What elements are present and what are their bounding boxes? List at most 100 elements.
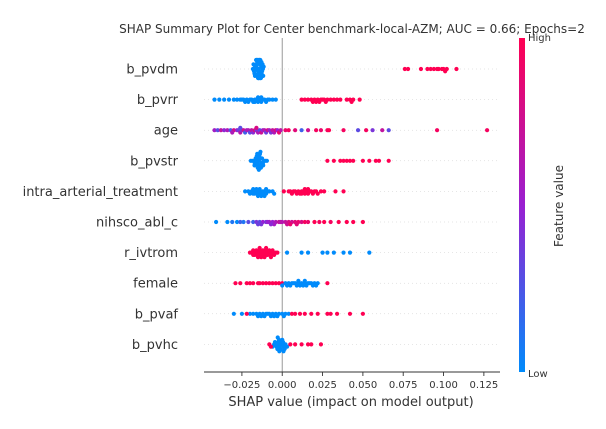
point-b_pvrr-5 bbox=[234, 97, 240, 102]
point-b_pvrr-21 bbox=[267, 97, 272, 102]
point-nihsco_abl_c-5 bbox=[241, 219, 246, 225]
point-female-36 bbox=[296, 278, 301, 283]
point-female-0 bbox=[233, 281, 238, 286]
point-female-33 bbox=[301, 283, 306, 288]
feature-label-r_ivtrom: r_ivtrom bbox=[124, 246, 178, 261]
feature-label-b_pvstr: b_pvstr bbox=[130, 154, 179, 169]
point-r_ivtrom-41 bbox=[347, 250, 353, 255]
point-nihsco_abl_c-37 bbox=[284, 222, 290, 227]
point-b_pvstr-25 bbox=[256, 167, 261, 172]
point-nihsco_abl_c-0 bbox=[214, 219, 219, 225]
point-age-36 bbox=[286, 128, 291, 133]
point-age-35 bbox=[283, 128, 288, 133]
point-b_pvdm-45 bbox=[402, 66, 407, 72]
point-r_ivtrom-37 bbox=[320, 250, 325, 255]
point-age-44 bbox=[341, 128, 346, 133]
point-female-10 bbox=[276, 281, 282, 286]
point-age-46 bbox=[364, 128, 369, 133]
point-b_pvstr-32 bbox=[344, 158, 349, 163]
point-r_ivtrom-39 bbox=[331, 250, 336, 255]
point-r_ivtrom-29 bbox=[268, 255, 274, 260]
point-r_ivtrom-28 bbox=[252, 252, 257, 257]
point-b_pvrr-44 bbox=[323, 99, 328, 104]
point-age-38 bbox=[299, 128, 304, 133]
point-b_pvrr-29 bbox=[259, 95, 264, 100]
point-female-2 bbox=[244, 281, 249, 286]
point-intra_arterial_treatment-0 bbox=[243, 189, 248, 194]
point-female-6 bbox=[264, 281, 269, 286]
point-b_pvrr-45 bbox=[314, 99, 319, 104]
point-intra_arterial_treatment-20 bbox=[247, 191, 253, 196]
point-b_pvhc-17 bbox=[280, 337, 285, 342]
point-b_pvrr-4 bbox=[231, 97, 236, 102]
point-b_pvrr-25 bbox=[243, 99, 248, 104]
point-b_pvdm-35 bbox=[251, 62, 256, 67]
point-nihsco_abl_c-3 bbox=[234, 219, 240, 225]
point-female-31 bbox=[288, 283, 293, 288]
point-b_pvstr-26 bbox=[258, 149, 263, 154]
point-nihsco_abl_c-26 bbox=[317, 219, 322, 225]
point-b_pvrr-0 bbox=[212, 97, 217, 102]
point-age-47 bbox=[370, 128, 375, 133]
point-intra_arterial_treatment-26 bbox=[281, 189, 286, 194]
point-age-40 bbox=[314, 128, 319, 133]
point-b_pvrr-23 bbox=[273, 97, 278, 102]
point-nihsco_abl_c-32 bbox=[360, 219, 365, 225]
point-b_pvstr-39 bbox=[386, 158, 391, 163]
point-b_pvhc-29 bbox=[305, 342, 311, 347]
point-female-9 bbox=[273, 281, 278, 286]
point-b_pvstr-29 bbox=[331, 158, 336, 163]
point-nihsco_abl_c-33 bbox=[259, 222, 264, 227]
point-b_pvhc-23 bbox=[275, 335, 280, 340]
chart-title: SHAP Summary Plot for Center benchmark-l… bbox=[119, 22, 585, 36]
colorbar bbox=[519, 38, 525, 372]
point-female-5 bbox=[260, 281, 265, 286]
point-b_pvaf-32 bbox=[334, 311, 340, 316]
point-b_pvrr-47 bbox=[338, 97, 343, 102]
point-intra_arterial_treatment-23 bbox=[259, 193, 264, 199]
point-nihsco_abl_c-40 bbox=[288, 222, 293, 227]
point-b_pvstr-22 bbox=[252, 163, 257, 168]
point-intra_arterial_treatment-19 bbox=[251, 187, 256, 192]
point-b_pvrr-46 bbox=[310, 99, 315, 104]
point-b_pvdm-50 bbox=[431, 66, 436, 72]
point-r_ivtrom-25 bbox=[259, 255, 264, 260]
point-b_pvrr-42 bbox=[317, 99, 322, 104]
point-b_pvaf-1 bbox=[239, 311, 245, 316]
point-b_pvrr-43 bbox=[320, 97, 325, 102]
point-age-3 bbox=[222, 128, 227, 133]
point-female-37 bbox=[302, 278, 307, 283]
point-b_pvstr-16 bbox=[248, 158, 253, 163]
point-r_ivtrom-27 bbox=[265, 252, 270, 257]
point-b_pvdm-52 bbox=[436, 66, 441, 72]
point-b_pvhc-30 bbox=[309, 342, 314, 347]
point-b_pvaf-22 bbox=[272, 314, 277, 319]
point-nihsco_abl_c-23 bbox=[302, 219, 307, 225]
point-intra_arterial_treatment-46 bbox=[318, 189, 324, 194]
x-axis-ticks: −0.025 0.000 0.025 0.050 0.075 0.100 0.125 bbox=[223, 372, 498, 391]
point-nihsco_abl_c-38 bbox=[255, 222, 261, 227]
x-axis-label: SHAP value (impact on model output) bbox=[228, 395, 473, 410]
feature-label-b_pvdm: b_pvdm bbox=[126, 63, 178, 78]
feature-label-female: female bbox=[133, 277, 178, 292]
point-nihsco_abl_c-34 bbox=[265, 219, 270, 225]
point-b_pvstr-37 bbox=[373, 158, 378, 163]
point-nihsco_abl_c-27 bbox=[322, 219, 327, 225]
point-r_ivtrom-22 bbox=[267, 248, 272, 253]
feature-label-age: age bbox=[154, 124, 178, 139]
point-r_ivtrom-17 bbox=[275, 250, 280, 255]
point-r_ivtrom-34 bbox=[284, 250, 290, 255]
point-b_pvstr-30 bbox=[338, 158, 343, 163]
point-intra_arterial_treatment-13 bbox=[267, 189, 272, 194]
point-female-12 bbox=[247, 281, 253, 286]
point-age-54 bbox=[254, 125, 259, 130]
point-b_pvaf-17 bbox=[268, 314, 274, 319]
feature-label-b_pvhc: b_pvhc bbox=[132, 338, 178, 353]
point-nihsco_abl_c-30 bbox=[344, 219, 349, 225]
point-intra_arterial_treatment-15 bbox=[272, 191, 277, 196]
feature-label-nihsco_abl_c: nihsco_abl_c bbox=[96, 216, 178, 231]
point-b_pvrr-52 bbox=[349, 99, 354, 104]
point-b_pvdm-56 bbox=[444, 66, 449, 72]
point-intra_arterial_treatment-50 bbox=[299, 191, 304, 196]
